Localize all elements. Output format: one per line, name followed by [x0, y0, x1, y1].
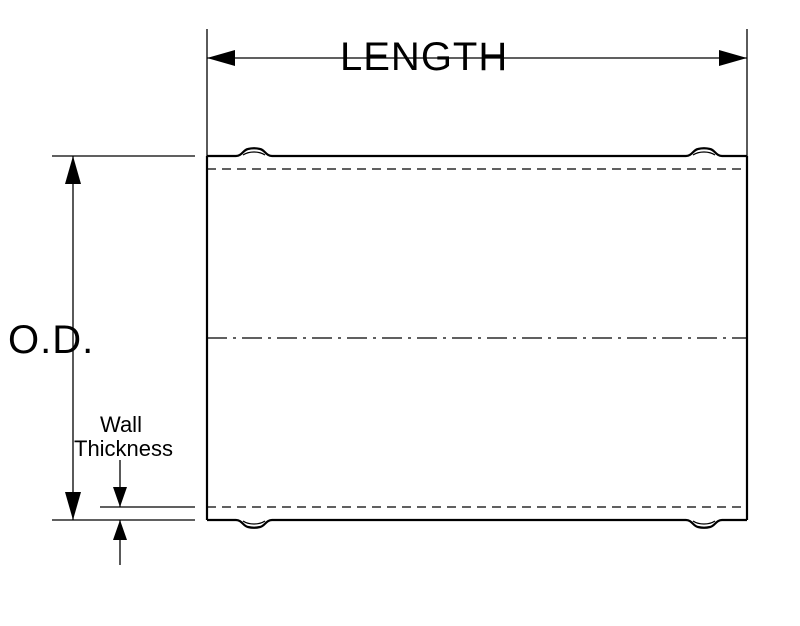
diagram-canvas: LENGTH O.D. [0, 0, 800, 626]
od-label: O.D. [8, 318, 94, 362]
dimension-wall-thickness: Wall Thickness [74, 412, 195, 565]
dimension-length: LENGTH [207, 29, 747, 156]
wall-label-1: Wall [100, 412, 142, 437]
tube-body [207, 148, 747, 528]
wall-label-2: Thickness [74, 436, 173, 461]
dimension-od: O.D. [8, 156, 195, 520]
length-label: LENGTH [340, 35, 508, 79]
